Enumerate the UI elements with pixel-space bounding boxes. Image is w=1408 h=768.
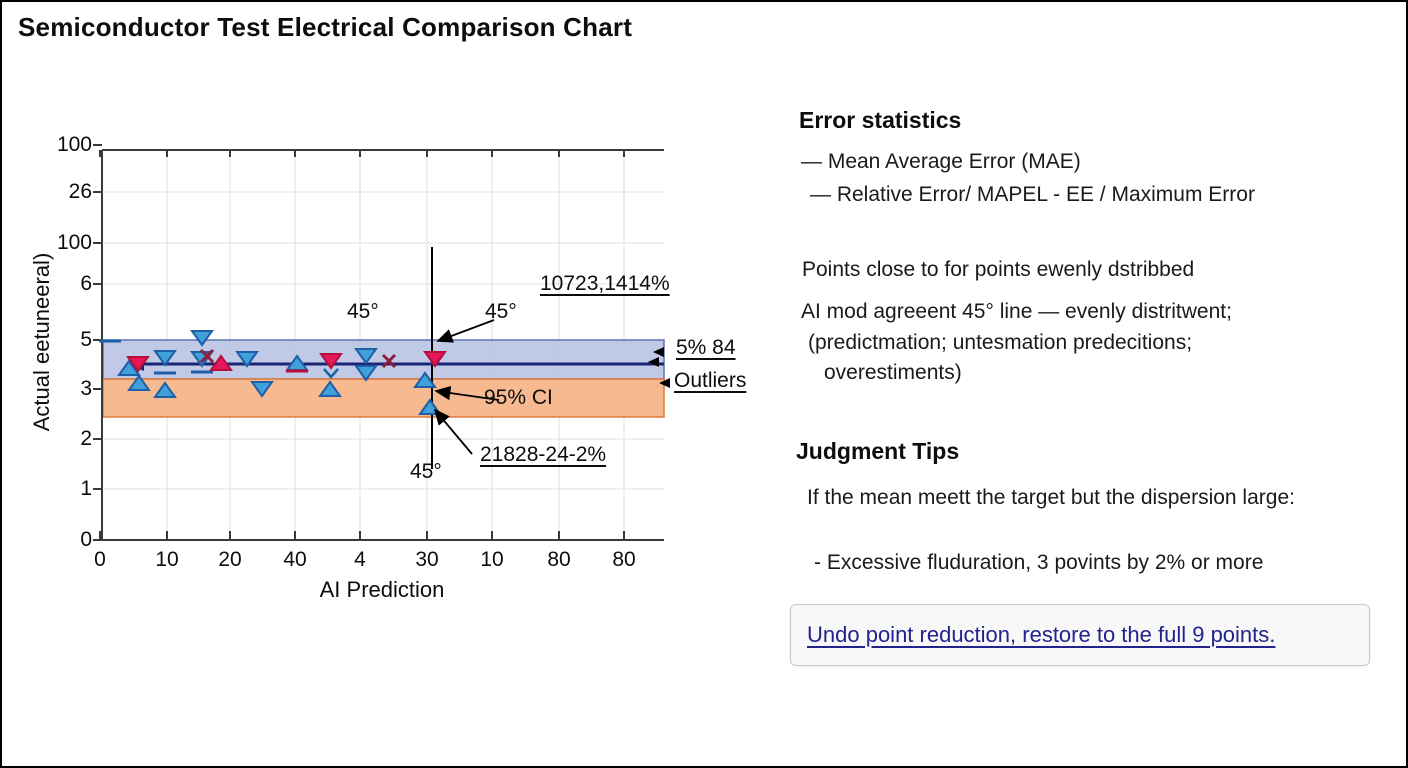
ci-band-orange — [102, 378, 665, 418]
y-tick-label: 0 — [80, 528, 92, 551]
data-point — [423, 351, 447, 368]
data-point — [318, 380, 342, 397]
data-point — [354, 348, 378, 365]
judgment-tips-heading: Judgment Tips — [796, 438, 960, 464]
notes-line: Points close to for points ewenly dstrib… — [802, 258, 1195, 281]
x-tick-label: 40 — [283, 548, 307, 571]
notes-line: overestiments) — [824, 361, 962, 384]
chart-annotation: Outliers — [674, 369, 747, 392]
chart-annotation: 95% CI — [484, 386, 553, 409]
error-stat-item: — Relative Error/ MAPEL - EE / Maximum E… — [810, 183, 1255, 206]
chart-canvas — [93, 144, 670, 541]
y-tick-label: 100 — [56, 133, 92, 156]
judgment-tip: - Excessive fluduration, 3 povints by 2%… — [814, 551, 1264, 574]
notes-line: AI mod agreeent 45° line — evenly distri… — [801, 300, 1232, 323]
data-point — [209, 354, 233, 371]
y-tick-label: 1 — [80, 477, 92, 500]
data-point — [319, 353, 343, 370]
x-tick-label: 10 — [480, 548, 504, 571]
y-tick-label: 26 — [68, 180, 92, 203]
data-point — [413, 371, 437, 388]
y-tick-label: 5 — [80, 328, 92, 351]
x-tick-label: 80 — [612, 548, 636, 571]
data-point — [190, 330, 214, 347]
undo-reduction-button[interactable]: Undo point reduction, restore to the ful… — [790, 604, 1370, 666]
x-tick-label: 4 — [354, 548, 366, 571]
chart-annotation: 45° — [485, 300, 517, 323]
data-point — [117, 359, 141, 376]
undo-reduction-link[interactable]: Undo point reduction, restore to the ful… — [807, 622, 1276, 647]
data-point — [153, 350, 177, 367]
y-tick-label: 6 — [80, 272, 92, 295]
x-tick-label: 30 — [415, 548, 439, 571]
data-point — [235, 351, 259, 368]
x-tick-label: 0 — [94, 548, 106, 571]
ci-band-blue — [102, 339, 665, 380]
notes-line: (predictmation; untesmation predecitions… — [808, 331, 1193, 354]
chart-annotation: 10723,1414% — [540, 272, 670, 295]
data-point — [354, 365, 378, 382]
info-panel: Error statistics — Mean Average Error (M… — [782, 2, 1402, 766]
chart-annotation: 45° — [347, 300, 379, 323]
page-title: Semiconductor Test Electrical Comparison… — [18, 12, 633, 42]
data-point — [126, 356, 150, 373]
x-tick-label: 10 — [155, 548, 179, 571]
y-tick-label: 100 — [56, 231, 92, 254]
chart-annotation: 5% 84 — [676, 336, 736, 359]
x-axis-label: AI Prediction — [319, 577, 445, 602]
comparison-chart: Actual eetuneeral) AI Prediction 100 26 10… — [2, 62, 792, 762]
x-tick-label: 80 — [547, 548, 571, 571]
error-statistics-heading: Error statistics — [799, 107, 962, 133]
chart-annotation: 21828-24-2% — [480, 443, 607, 466]
x-tick-label: 20 — [218, 548, 242, 571]
data-point — [153, 381, 177, 398]
y-tick-label: 2 — [80, 427, 92, 450]
chart-annotation: 45° — [410, 460, 442, 483]
y-tick-label: 3 — [80, 377, 92, 400]
error-stat-item: — Mean Average Error (MAE) — [801, 150, 1081, 173]
data-point — [127, 374, 151, 391]
data-point — [250, 381, 274, 398]
judgment-tip: If the mean meett the target but the dis… — [807, 486, 1295, 509]
